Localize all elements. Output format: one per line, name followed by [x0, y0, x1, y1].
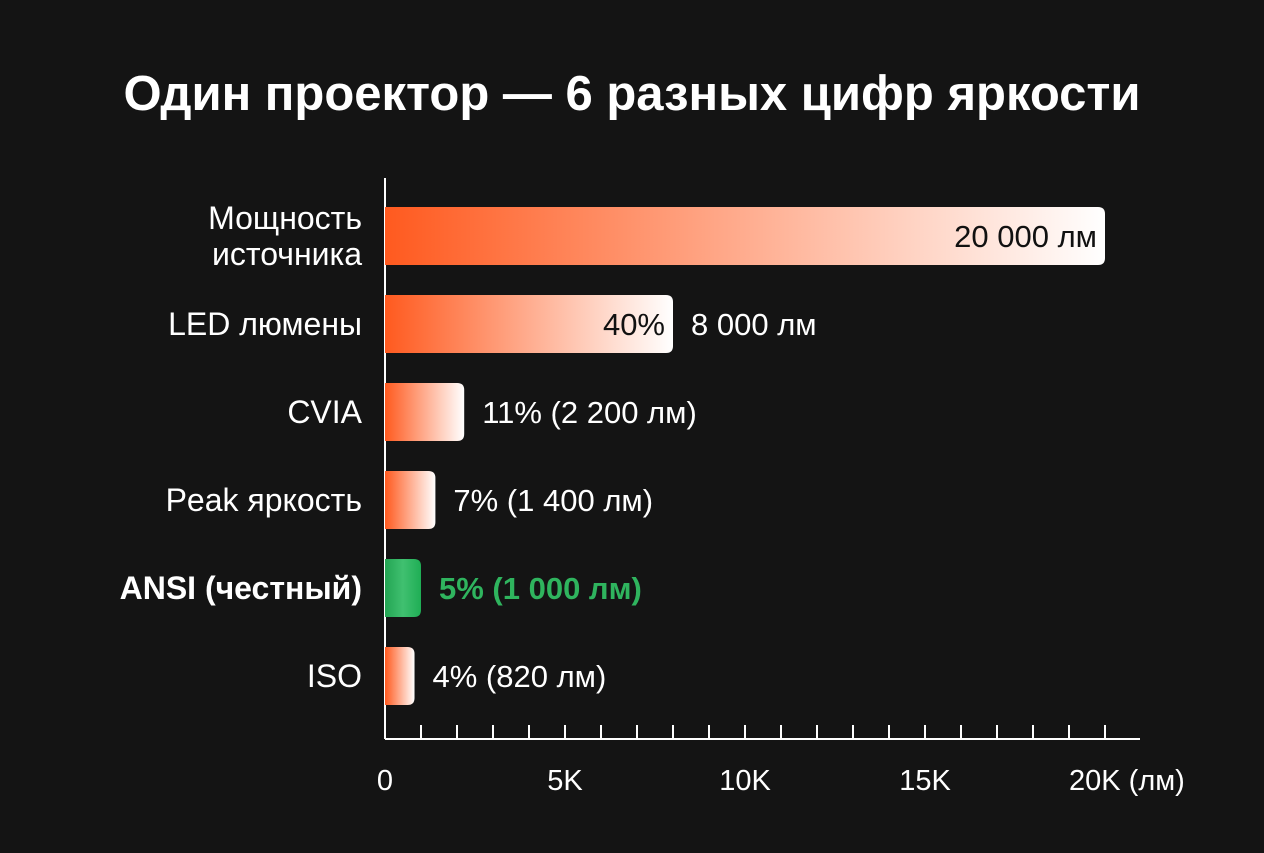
bar-value-label: 5% (1 000 лм): [439, 571, 642, 606]
x-tick-label: 0: [377, 765, 393, 797]
bar-value-label: 11% (2 200 лм): [482, 395, 697, 430]
x-tick-label: 5K: [547, 765, 583, 797]
category-label: источника: [212, 236, 362, 272]
category-label: ANSI (честный): [120, 570, 362, 606]
category-label: Мощность: [208, 200, 362, 236]
x-tick-label: 10K: [719, 765, 771, 797]
bar-inside-label: 20 000 лм: [954, 219, 1097, 254]
x-tick-label: 15K: [899, 765, 951, 797]
chart-title: Один проектор — 6 разных цифр яркости: [123, 67, 1140, 121]
bar: [385, 559, 421, 617]
category-label: CVIA: [287, 394, 362, 430]
bar-value-label: 8 000 лм: [691, 307, 817, 342]
bar: [385, 295, 673, 353]
bar: [385, 471, 436, 529]
bar: [385, 207, 1105, 265]
category-label: Peak яркость: [166, 482, 362, 518]
bar-value-label: 7% (1 400 лм): [453, 483, 653, 518]
category-label: LED люмены: [168, 306, 362, 342]
x-tick-label: 20K (лм): [1069, 765, 1185, 797]
bar: [385, 383, 465, 441]
category-label: ISO: [307, 658, 362, 694]
bar-value-label: 4% (820 лм): [433, 659, 607, 694]
bar-inside-label: 40%: [603, 307, 665, 342]
bar: [385, 647, 415, 705]
